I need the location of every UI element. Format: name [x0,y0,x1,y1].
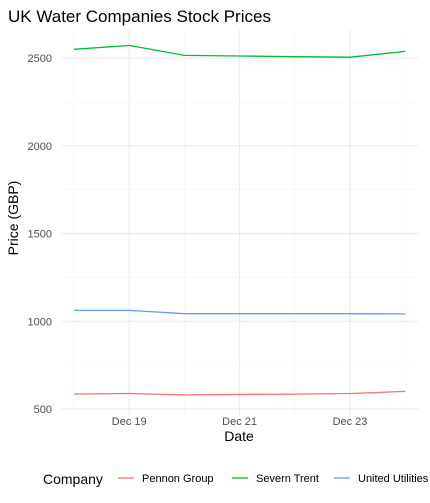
y-tick-label: 500 [34,404,52,416]
x-tick-label: Dec 19 [112,416,147,428]
x-tick-labels: Dec 19 Dec 21 Dec 23 [112,416,368,428]
y-tick-labels: 500 1000 1500 2000 2500 [28,53,52,416]
legend: Company Pennon Group Severn Trent United U… [43,471,429,487]
y-axis-label: Price (GBP) [5,181,21,256]
series-line-severn-trent [73,44,406,58]
y-tick-label: 2500 [28,53,52,65]
y-tick-label: 2000 [28,141,52,153]
legend-label: Pennon Group [142,473,214,485]
legend-label: United Utilities [358,473,429,485]
y-tick-label: 1000 [28,316,52,328]
x-axis-label: Date [224,428,254,444]
series-line-pennon-group [73,390,406,396]
y-tick-label: 1500 [28,229,52,241]
series-line-united-utilities [74,309,406,315]
x-tick-label: Dec 23 [333,416,368,428]
series-lines [73,44,406,396]
chart-title: UK Water Companies Stock Prices [8,7,271,26]
legend-label: Severn Trent [256,473,319,485]
legend-title: Company [43,471,103,487]
gridlines [62,30,418,416]
x-tick-label: Dec 21 [222,416,257,428]
